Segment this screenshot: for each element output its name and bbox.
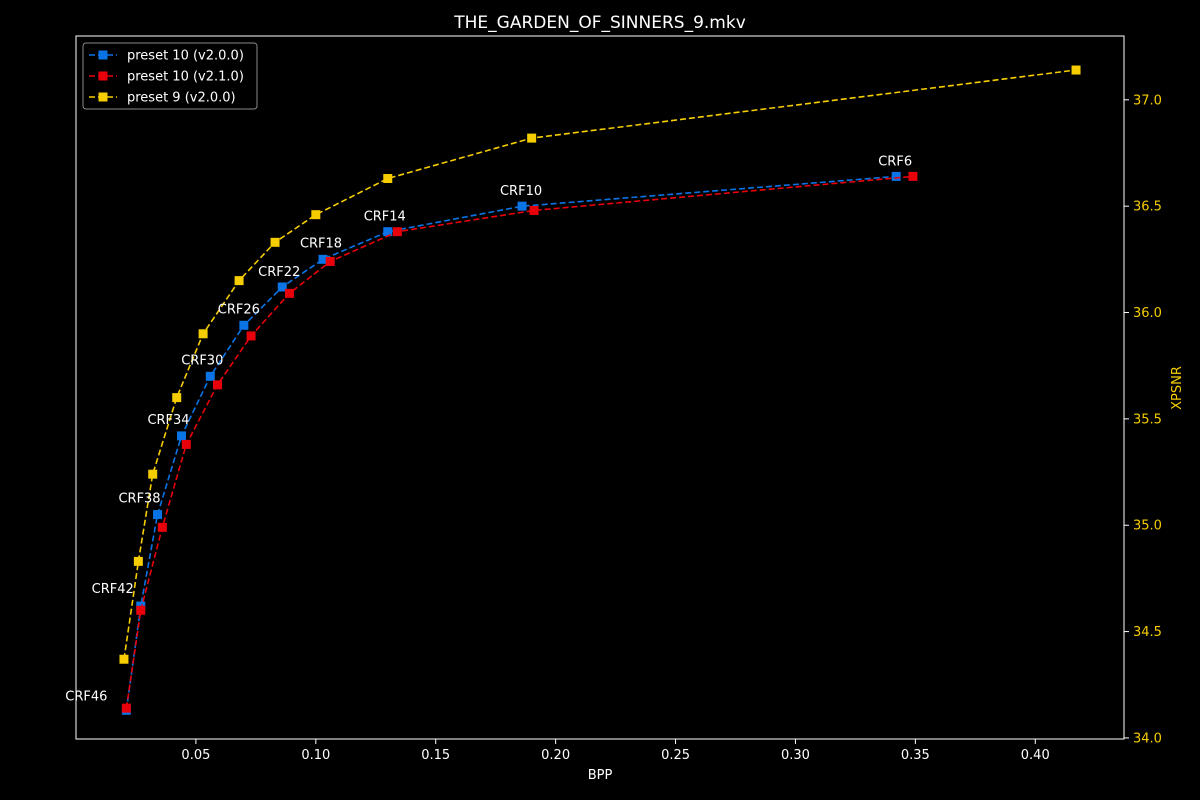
y-tick-label: 36.5	[1133, 200, 1162, 215]
data-point	[134, 557, 143, 566]
crf-annotation: CRF42	[92, 582, 134, 597]
x-tick-label: 0.40	[1021, 748, 1050, 763]
data-point	[199, 329, 208, 338]
x-tick-label: 0.20	[541, 748, 570, 763]
crf-annotation: CRF46	[65, 689, 107, 704]
crf-annotation: CRF6	[878, 154, 912, 169]
data-point	[326, 257, 335, 266]
x-tick-label: 0.35	[901, 748, 930, 763]
data-point	[285, 289, 294, 298]
chart-title: THE_GARDEN_OF_SINNERS_9.mkv	[453, 13, 746, 33]
y-tick-label: 35.0	[1133, 519, 1162, 534]
legend-marker-1	[99, 72, 108, 81]
x-tick-label: 0.15	[421, 748, 450, 763]
data-point	[393, 227, 402, 236]
x-tick-label: 0.10	[301, 748, 330, 763]
x-tick-label: 0.30	[781, 748, 810, 763]
y-tick-label: 34.0	[1133, 731, 1162, 746]
crf-annotation: CRF26	[218, 302, 260, 317]
data-point	[247, 331, 256, 340]
data-point	[892, 172, 901, 181]
crf-annotation: CRF18	[300, 236, 342, 251]
crf-annotation: CRF10	[500, 184, 542, 199]
crf-annotation: CRF34	[147, 413, 189, 428]
data-point	[182, 440, 191, 449]
data-point	[311, 210, 320, 219]
data-point	[177, 431, 186, 440]
x-axis-label: BPP	[588, 768, 613, 783]
data-point	[158, 523, 167, 532]
data-point	[271, 238, 280, 247]
crf-annotation: CRF30	[181, 353, 223, 368]
x-tick-label: 0.05	[181, 748, 210, 763]
y-axis-label: XPSNR	[1170, 366, 1185, 410]
data-point	[148, 470, 157, 479]
legend-label-1: preset 10 (v2.1.0)	[127, 70, 244, 85]
data-point	[383, 174, 392, 183]
data-point	[1072, 66, 1081, 75]
x-tick-label: 0.25	[661, 748, 690, 763]
legend-label-0: preset 10 (v2.0.0)	[127, 49, 244, 64]
y-tick-label: 34.5	[1133, 625, 1162, 640]
legend: preset 10 (v2.0.0) preset 10 (v2.1.0) pres…	[83, 43, 257, 109]
crf-annotation: CRF22	[258, 265, 300, 280]
y-tick-label: 36.0	[1133, 306, 1162, 321]
data-point	[518, 202, 527, 211]
data-point	[527, 134, 536, 143]
legend-label-2: preset 9 (v2.0.0)	[127, 91, 236, 106]
data-point	[908, 172, 917, 181]
crf-annotation: CRF38	[118, 492, 160, 507]
data-point	[235, 276, 244, 285]
data-point	[213, 380, 222, 389]
legend-marker-0	[99, 51, 108, 60]
y-tick-label: 35.5	[1133, 412, 1162, 427]
data-point	[136, 606, 145, 615]
legend-marker-2	[99, 93, 108, 102]
data-point	[122, 704, 131, 713]
data-point	[172, 393, 181, 402]
data-point	[206, 372, 215, 381]
data-point	[239, 321, 248, 330]
y-tick-label: 37.0	[1133, 93, 1162, 108]
data-point	[153, 510, 162, 519]
data-point	[119, 655, 128, 664]
data-point	[530, 206, 539, 215]
crf-annotation: CRF14	[364, 210, 406, 225]
